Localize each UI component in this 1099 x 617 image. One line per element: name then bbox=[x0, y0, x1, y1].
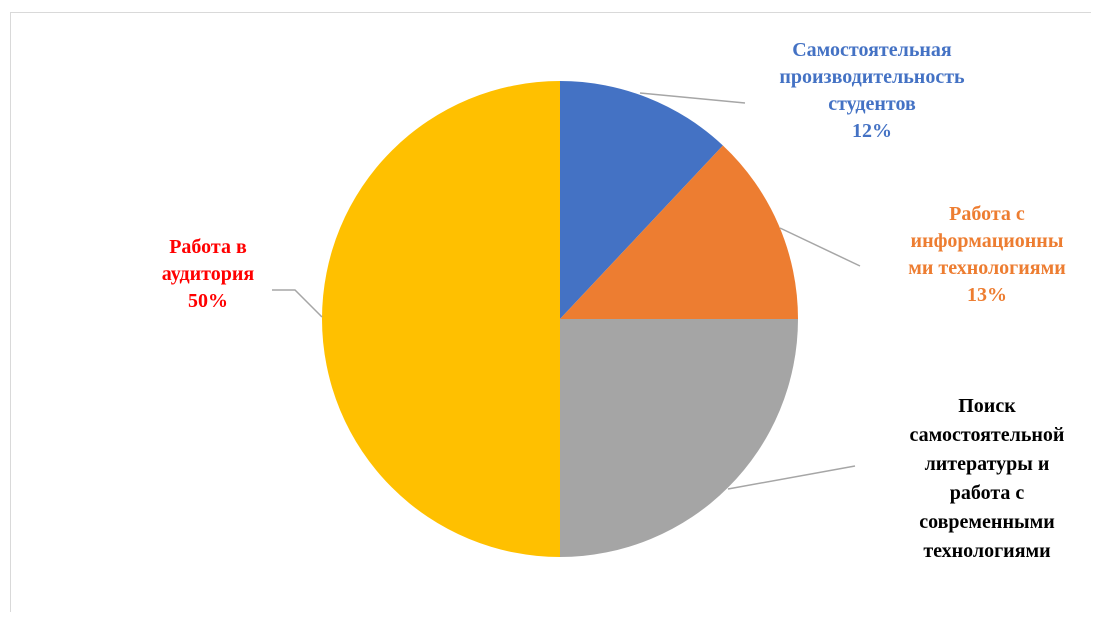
slice-percent-label: 12% bbox=[852, 120, 892, 142]
slice-label-line: производительность bbox=[779, 66, 965, 88]
slice-label-line: аудитория bbox=[162, 263, 255, 285]
leader-line bbox=[272, 289, 323, 318]
slice-label-line: самостоятельной bbox=[910, 424, 1065, 446]
slice-label: Работа в аудитория 50% bbox=[162, 236, 255, 312]
slice-label-line: литературы и bbox=[925, 453, 1050, 475]
slice-label-line: ми технологиями bbox=[908, 257, 1066, 279]
slice-label-line: Работа в bbox=[169, 236, 247, 258]
pie-slice bbox=[560, 81, 723, 319]
leader-line bbox=[779, 227, 861, 267]
slice-label-line: информационны bbox=[911, 230, 1064, 252]
slice-percent-label: 50% bbox=[188, 290, 228, 312]
slice-label-line: технологиями bbox=[923, 540, 1050, 562]
slice-label-line: современными bbox=[919, 511, 1055, 533]
slice-label: Поиск самостоятельной литературы и работа с… bbox=[910, 395, 1065, 562]
slice-label-line: Поиск bbox=[958, 395, 1016, 417]
pie-slice bbox=[560, 319, 798, 557]
leader-line bbox=[639, 92, 746, 104]
slice-label-line: Работа с bbox=[949, 203, 1025, 225]
slice-label-line: Самостоятельная bbox=[792, 39, 952, 61]
slice-label-line: студентов bbox=[828, 93, 916, 115]
slice-label: Самостоятельная производительность студент… bbox=[779, 39, 965, 142]
leader-line bbox=[727, 465, 856, 490]
chart-frame bbox=[10, 12, 1091, 612]
slice-percent-label: 13% bbox=[967, 284, 1007, 306]
pie-slice bbox=[322, 81, 560, 557]
slice-label: Работа с информационны ми технологиями 13% bbox=[908, 203, 1066, 306]
slice-label-line: работа с bbox=[950, 482, 1025, 504]
pie-slice bbox=[560, 145, 798, 319]
